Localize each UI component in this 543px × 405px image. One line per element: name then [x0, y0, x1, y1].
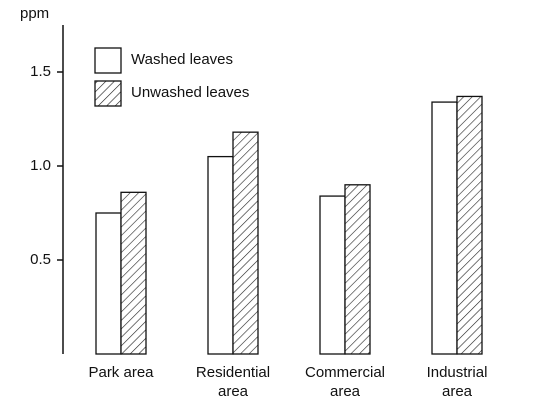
legend-swatch: [94, 80, 122, 107]
y-tick-label: 1.0: [30, 157, 51, 174]
y-tick-label: 0.5: [30, 251, 51, 268]
bar: [319, 195, 346, 355]
bar: [344, 184, 371, 355]
y-axis-label: ppm: [20, 5, 49, 22]
x-tick-label-line: area: [442, 383, 473, 400]
legend-label: Unwashed leaves: [131, 84, 249, 101]
bar: [207, 155, 234, 355]
bar: [120, 191, 147, 355]
x-tick-label: Park area: [88, 364, 154, 381]
x-tick-label-line: area: [218, 383, 249, 400]
x-tick-label: Industrial area: [427, 364, 488, 400]
bar: [456, 95, 483, 355]
x-tick-label-line: Industrial: [427, 364, 488, 381]
y-tick-label: 1.5: [30, 63, 51, 80]
legend-label: Washed leaves: [131, 51, 233, 68]
x-tick-label-line: Park area: [88, 364, 154, 381]
bar: [232, 131, 259, 355]
bar: [95, 212, 122, 355]
legend-swatch: [94, 47, 122, 74]
bar: [431, 101, 458, 355]
x-tick-label: Commercial area: [305, 364, 385, 400]
x-tick-label-line: area: [330, 383, 361, 400]
x-tick-label: Residential area: [196, 364, 270, 400]
x-tick-label-line: Commercial: [305, 364, 385, 381]
x-tick-label-line: Residential: [196, 364, 270, 381]
